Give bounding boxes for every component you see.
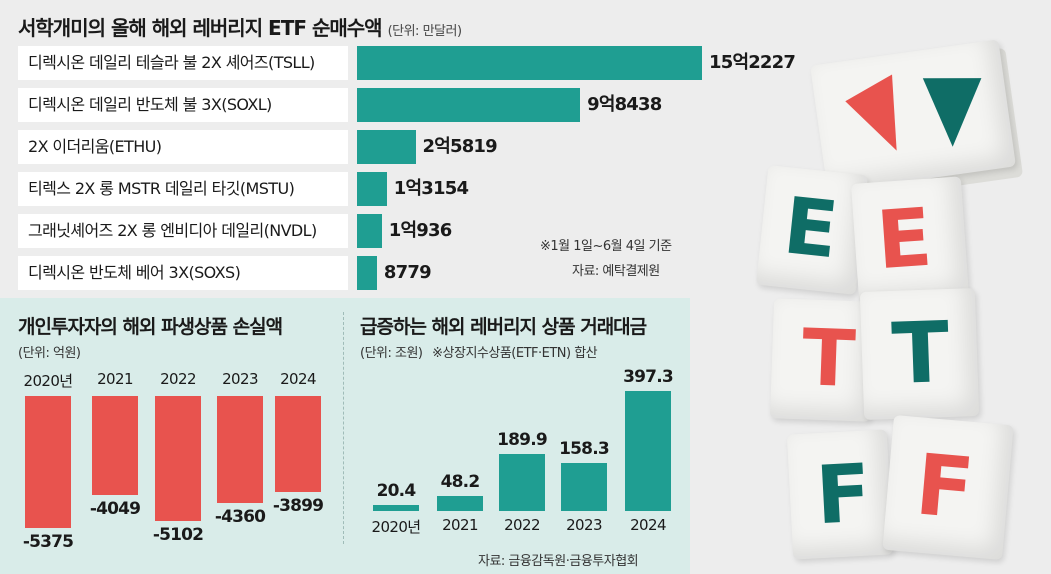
cube-letter-f-right: F xyxy=(911,435,978,539)
tick-label: 2024 xyxy=(280,370,316,388)
volume-chart-unit-note: (단위: 조원) ※상장지수상품(ETF·ETN) 합산 xyxy=(360,342,598,361)
volume-chart-unit: (단위: 조원) xyxy=(360,346,423,361)
bar xyxy=(437,496,483,511)
value-label: -3899 xyxy=(272,495,324,516)
bar xyxy=(357,46,702,80)
volume-chart-title: 급증하는 해외 레버리지 상품 거래대금 xyxy=(360,316,647,338)
category-label: 디렉시온 데일리 테슬라 불 2X 셰어즈(TSLL) xyxy=(18,46,348,80)
cube-letter-e-right: E xyxy=(873,190,935,288)
cube-letter-f-left: F xyxy=(813,446,874,543)
top-chart-title: 서학개미의 올해 해외 레버리지 ETF 순매수액 (단위: 만달러) xyxy=(18,12,462,41)
tick-label: 2023 xyxy=(566,516,602,534)
category-label: 디렉시온 데일리 반도체 불 3X(SOXL) xyxy=(18,88,348,122)
bar xyxy=(499,453,545,511)
bar xyxy=(357,214,382,248)
category-label: 디렉시온 반도체 베어 3X(SOXS) xyxy=(18,256,348,290)
tick-label: 2022 xyxy=(504,516,540,534)
panel-divider xyxy=(343,312,344,544)
value-label: 15억2227 xyxy=(709,52,796,73)
value-label: 189.9 xyxy=(497,429,548,450)
value-label: -4360 xyxy=(214,507,266,528)
value-label: 158.3 xyxy=(559,439,610,460)
cube-f-right: F xyxy=(882,415,1014,560)
cube-e-left: E xyxy=(756,165,868,295)
top-chart-source: 자료: 예탁결제원 xyxy=(572,264,660,279)
cube-letter-e-left: E xyxy=(779,181,842,277)
tick-label: 2024 xyxy=(630,516,666,534)
down-arrow-icon xyxy=(922,78,982,147)
tick-label: 2020년 xyxy=(371,518,422,536)
value-label: 1억936 xyxy=(388,220,452,241)
tick-label: 2021 xyxy=(97,370,133,388)
top-chart-title-text: 서학개미의 올해 해외 레버리지 ETF 순매수액 xyxy=(18,16,383,40)
category-label: 2X 이더리움(ETHU) xyxy=(18,130,348,164)
cube-t-left: T xyxy=(769,298,875,422)
value-label: 20.4 xyxy=(376,480,417,501)
bar xyxy=(561,463,607,511)
cube-t-right: T xyxy=(859,288,980,420)
top-cube xyxy=(810,39,1016,193)
bar xyxy=(25,396,71,528)
value-label: -4049 xyxy=(89,499,141,520)
cube-letter-t-right: T xyxy=(890,302,951,403)
cube-e-right: E xyxy=(850,176,970,304)
tick-label: 2020년 xyxy=(23,372,74,390)
value-label: 2억5819 xyxy=(422,136,498,157)
top-chart-note: ※1월 1일~6월 4일 기준 xyxy=(540,239,672,254)
up-arrow-icon xyxy=(845,74,897,151)
bar xyxy=(373,504,419,511)
cube-f-left: F xyxy=(786,429,894,560)
category-label: 그래닛셰어즈 2X 롱 엔비디아 데일리(NVDL) xyxy=(18,214,348,248)
tick-label: 2022 xyxy=(160,370,196,388)
value-label: 8779 xyxy=(383,262,432,283)
bar xyxy=(275,396,321,492)
bar xyxy=(625,391,671,511)
category-label: 티렉스 2X 롱 MSTR 데일리 타깃(MSTU) xyxy=(18,172,348,206)
bar xyxy=(155,396,201,522)
value-label: 9억8438 xyxy=(587,94,662,115)
volume-chart-source: 자료: 금융감독원·금융투자협회 xyxy=(478,554,639,569)
value-label: 48.2 xyxy=(440,472,481,493)
bar xyxy=(357,172,387,206)
value-label: 1억3154 xyxy=(393,178,469,199)
bar xyxy=(357,88,581,122)
bar xyxy=(92,396,138,496)
volume-chart-note: ※상장지수상품(ETF·ETN) 합산 xyxy=(432,346,598,361)
tick-label: 2023 xyxy=(222,370,258,388)
bar xyxy=(357,130,416,164)
value-label: -5375 xyxy=(22,532,74,552)
top-chart-unit: (단위: 만달러) xyxy=(387,24,462,39)
cube-letter-t-left: T xyxy=(800,313,857,406)
value-label: -5102 xyxy=(152,525,204,546)
loss-chart-unit: (단위: 억원) xyxy=(18,346,81,361)
bar xyxy=(357,256,377,290)
value-label: 397.3 xyxy=(623,367,674,387)
bar xyxy=(217,396,263,504)
loss-chart-title: 개인투자자의 해외 파생상품 손실액 xyxy=(18,316,283,338)
tick-label: 2021 xyxy=(442,516,478,534)
